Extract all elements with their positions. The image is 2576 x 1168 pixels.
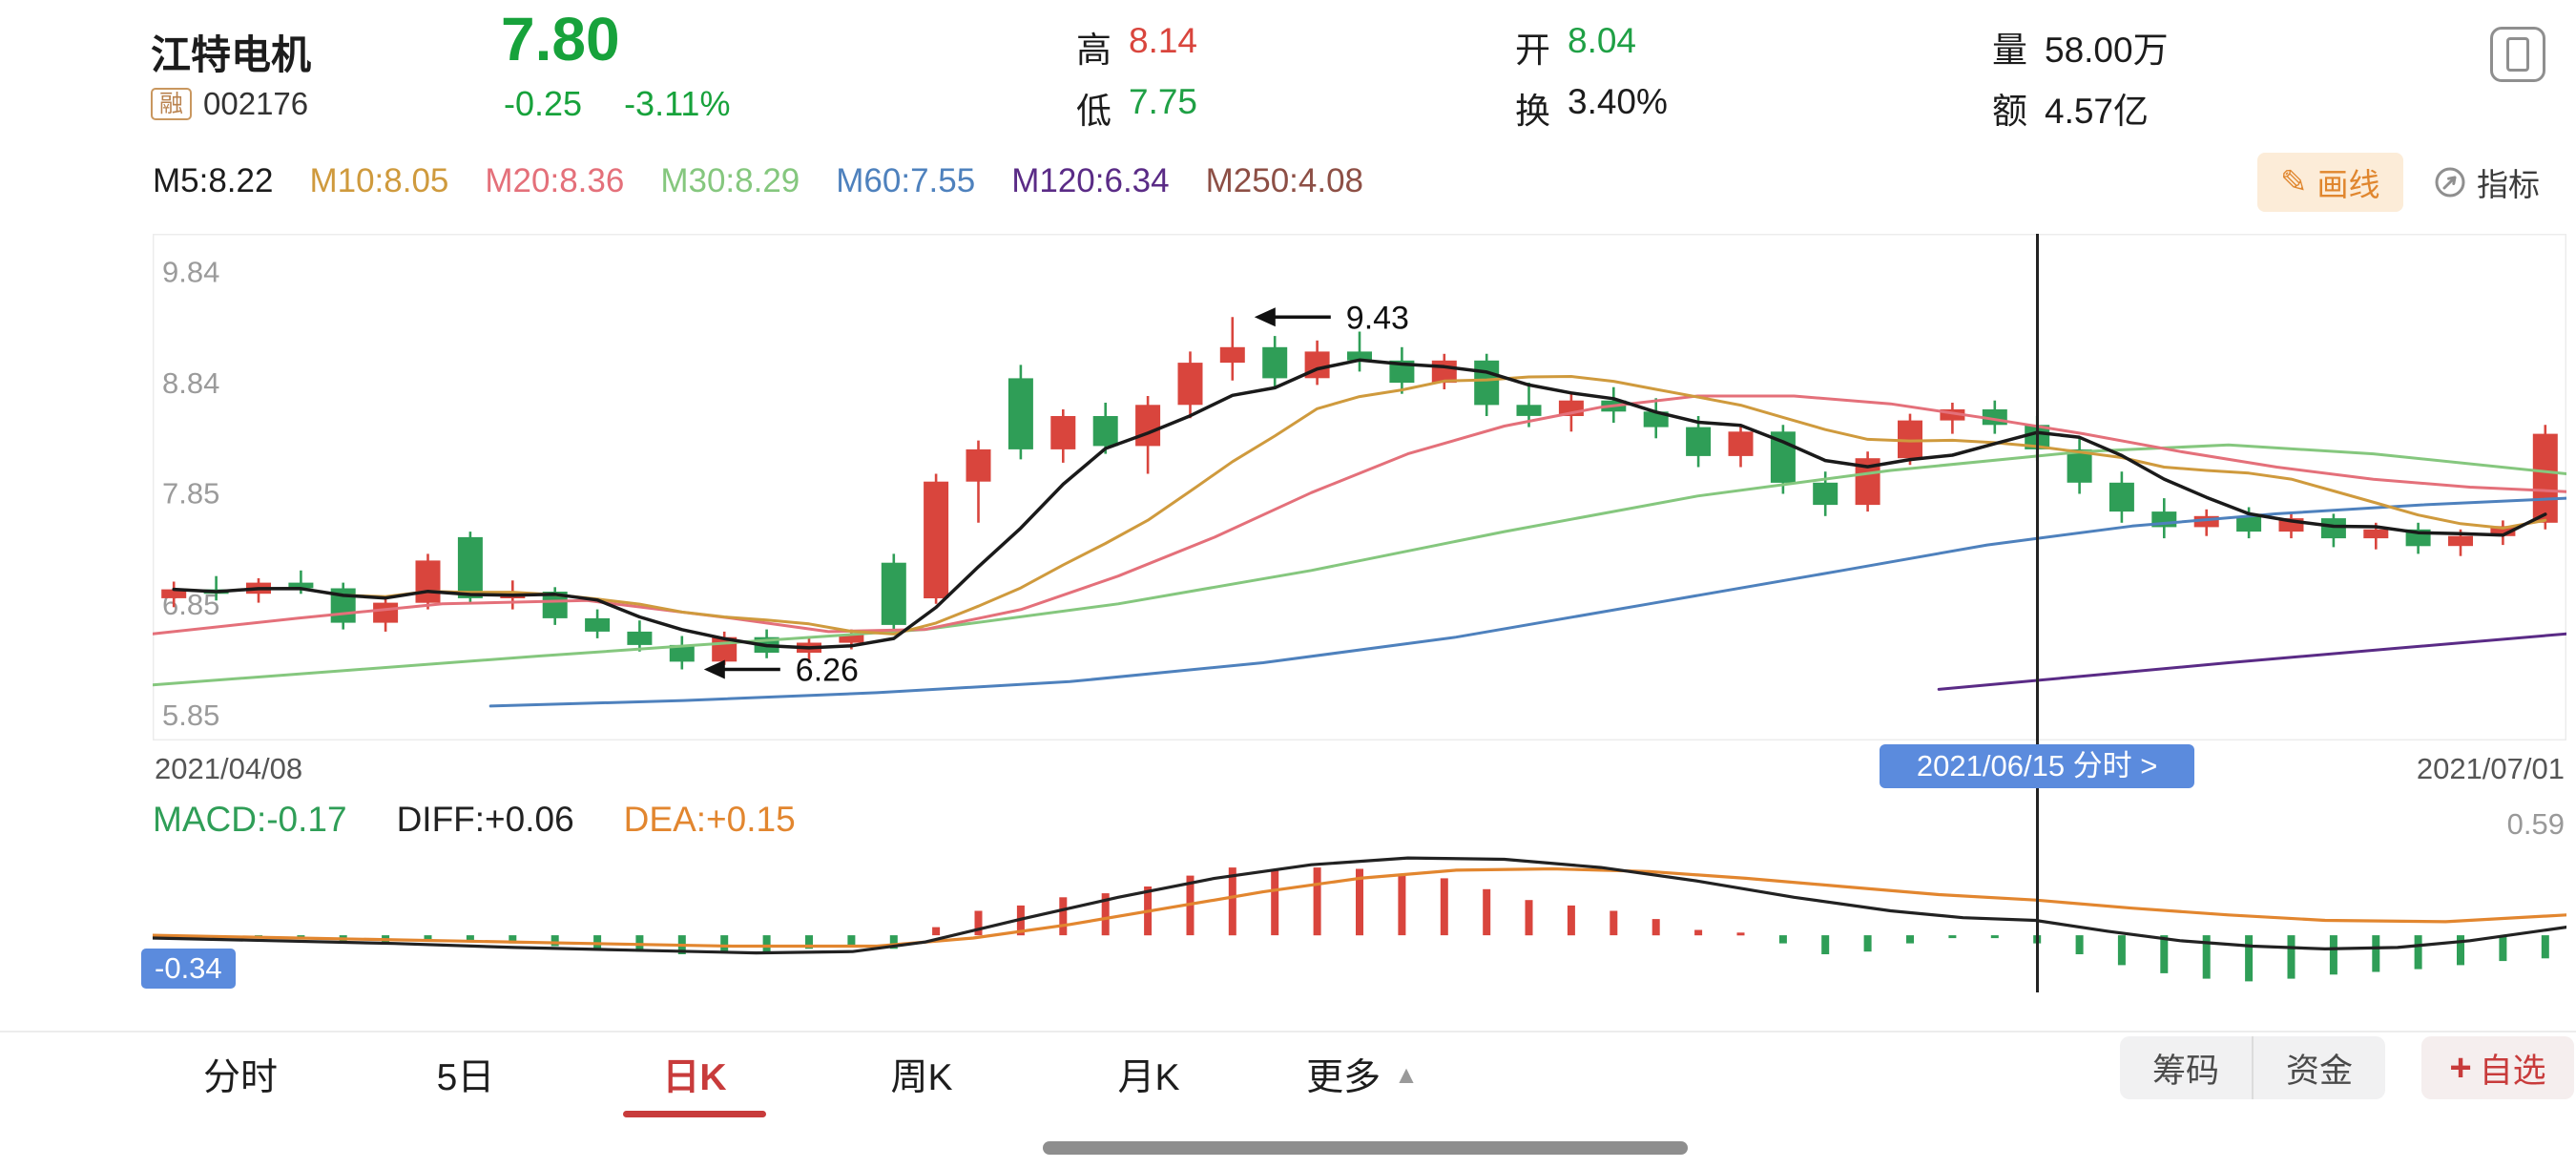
stat-value: 3.40% [1568,82,1668,121]
stat-label: 换 [1515,92,1550,131]
macd-legend: MACD:-0.17 DIFF:+0.06 DEA:+0.15 [153,800,796,840]
quote-stat-volume: 量 58.00万 [1992,21,2169,73]
macd-label-1: DIFF:+0.06 [396,800,574,839]
indicator-button[interactable]: 指标 [2433,153,2540,212]
margin-badge: 融 [151,87,193,121]
add-watchlist-button[interactable]: + 自选 [2421,1036,2574,1099]
stat-value: 8.14 [1129,21,1198,60]
active-tab-underline [623,1111,766,1117]
draw-line-label: 画线 [2316,167,2380,202]
stock-code: 002176 [203,86,309,121]
quote-stat-high: 高 8.14 [1076,21,1197,73]
stat-value: 58.00万 [2045,31,2169,70]
svg-text:9.84: 9.84 [162,256,219,289]
macd-scale-max: 0.59 [2506,807,2565,841]
svg-text:8.84: 8.84 [162,366,219,400]
plus-icon: + [2449,1047,2472,1089]
ma-label-m60: M60:7.55 [836,162,976,199]
stock-name: 江特电机 [151,32,312,77]
stat-value: 7.75 [1129,82,1198,121]
stat-value: 4.57亿 [2045,92,2150,131]
svg-text:7.85: 7.85 [162,476,219,510]
tab-more[interactable]: 更多 ▲ [1306,1057,1419,1098]
chips-button[interactable]: 筹码 [2152,1052,2220,1090]
quote-stat-turnover: 换 3.40% [1515,82,1668,134]
current-price: 7.80 [501,5,620,73]
watchlist-label: 自选 [2479,1052,2546,1090]
stat-value: 8.04 [1568,21,1637,60]
crosshair-date-badge[interactable]: 2021/06/15 分时 > [1880,744,2195,788]
quote-stat-low: 低 7.75 [1076,82,1197,134]
quote-stat-amount: 额 4.57亿 [1992,82,2149,134]
ma-label-m120: M120:6.34 [1011,162,1170,199]
stat-label: 额 [1992,92,2027,131]
draw-line-button[interactable]: ✎ 画线 [2257,153,2403,212]
price-change-pct: -3.11% [624,84,731,123]
stat-label: 量 [1992,31,2027,70]
candlestick-chart[interactable]: 9.84 8.84 7.85 6.85 5.85 9.43 6.26 [153,234,2566,740]
indicator-label: 指标 [2477,167,2540,202]
ma-label-m250: M250:4.08 [1205,162,1364,199]
stat-label: 高 [1076,31,1111,70]
x-axis-end-date: 2021/07/01 [2416,752,2565,785]
tab-5day[interactable]: 5日 [436,1057,495,1098]
macd-chart[interactable] [153,851,2566,990]
indicator-icon [2435,167,2465,198]
stat-label: 开 [1515,31,1550,70]
svg-text:5.85: 5.85 [162,699,219,732]
tab-fenshi[interactable]: 分时 [202,1057,279,1098]
quote-stats: 高 8.14 低 7.75 开 8.04 换 3.40% 量 58.00万额 4.57亿 [0,0,2576,143]
phone-glyph [2506,37,2529,72]
home-indicator[interactable] [1043,1141,1688,1155]
svg-text:6.26: 6.26 [796,653,859,689]
quote-stat-open: 开 8.04 [1515,21,1636,73]
tab-daily-k[interactable]: 日K [662,1057,727,1098]
macd-label-0: MACD:-0.17 [153,800,347,839]
x-axis-start-date: 2021/04/08 [155,752,303,785]
device-cast-icon[interactable] [2490,27,2545,82]
ma-label-m10: M10:8.05 [309,162,449,199]
ma-legend: M5:8.22 M10:8.05 M20:8.36 M30:8.29 M60:7.55 M… [153,162,1363,200]
price-change-row: -0.25 -3.11% [504,84,730,124]
stat-label: 低 [1076,92,1111,131]
crosshair-line [2035,234,2039,992]
price-change: -0.25 [504,84,583,123]
right-action-group: 筹码 资金 [2120,1036,2386,1099]
funds-button[interactable]: 资金 [2252,1036,2385,1099]
macd-label-2: DEA:+0.15 [623,800,796,839]
period-tab-bar: 分时 5日 日K 周K 月K 更多 ▲ [0,1042,2576,1133]
svg-text:9.43: 9.43 [1346,300,1409,336]
ma-label-m30: M30:8.29 [660,162,800,199]
pencil-icon: ✎ [2280,164,2308,200]
tab-monthly-k[interactable]: 月K [1117,1057,1180,1098]
tab-weekly-k[interactable]: 周K [890,1057,953,1098]
macd-scale-min-badge: -0.34 [141,949,236,989]
stock-code-row: 融 002176 [151,86,308,122]
ma-label-m20: M20:8.36 [485,162,625,199]
ma-label-m5: M5:8.22 [153,162,274,199]
more-arrow-icon: ▲ [1394,1059,1419,1089]
tabbar-divider [0,1031,2576,1032]
